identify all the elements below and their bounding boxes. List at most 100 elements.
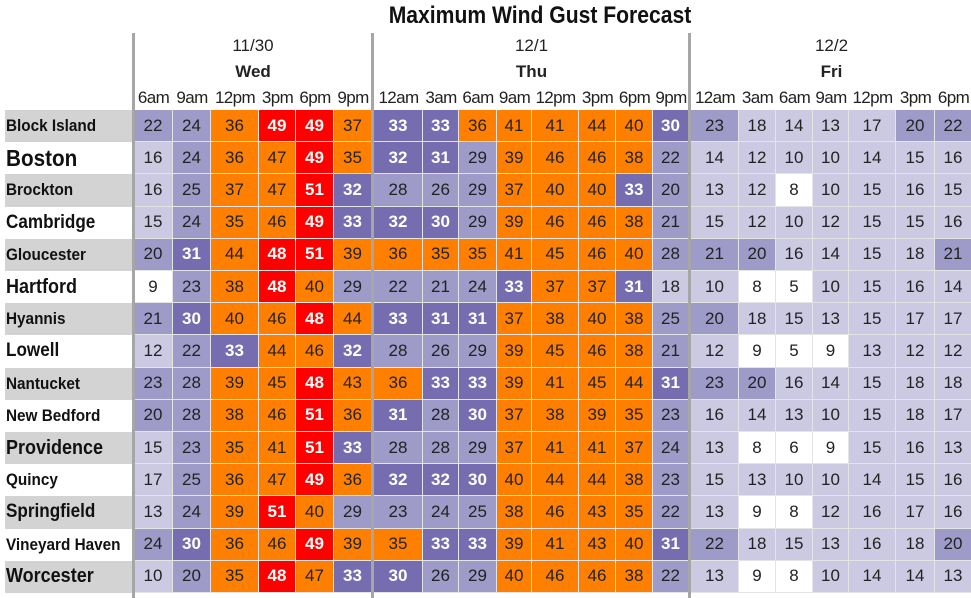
heatmap-cell: 43 (579, 528, 616, 561)
heatmap-cell: 16 (896, 432, 935, 465)
heatmap-cell: 18 (896, 367, 935, 400)
location-name: Boston (6, 144, 78, 171)
heatmap-cell: 46 (532, 560, 579, 593)
time-label: 12pm (852, 88, 893, 107)
heatmap-cell: 5 (776, 271, 813, 304)
heatmap-cell: 17 (935, 303, 971, 336)
heatmap-cell: 35 (211, 560, 259, 593)
heatmap-cell: 10 (813, 174, 849, 207)
heatmap-cell: 47 (296, 560, 334, 593)
heatmap-cell: 14 (935, 271, 971, 304)
heatmap-cell: 36 (211, 110, 259, 143)
location-name: New Bedford (6, 405, 101, 425)
heatmap-cell: 46 (259, 303, 296, 336)
heatmap-cell: 40 (616, 110, 653, 143)
time-label: 6pm (618, 88, 651, 107)
heatmap-cell: 16 (896, 271, 935, 304)
heatmap-cell: 12 (813, 206, 849, 239)
heatmap-cell: 40 (211, 303, 259, 336)
heatmap-cell: 46 (259, 399, 296, 432)
location-name: Cambridge (6, 211, 96, 233)
heatmap-cell: 44 (211, 238, 259, 271)
heatmap-cell: 47 (259, 142, 296, 175)
heatmap-cell: 16 (134, 142, 173, 175)
heatmap-cell: 44 (616, 367, 653, 400)
heatmap-cell: 51 (296, 174, 334, 207)
day-separator (371, 33, 374, 598)
heatmap-cell: 9 (739, 496, 776, 529)
heatmap-cell: 25 (173, 464, 211, 497)
heatmap-cell: 30 (423, 206, 459, 239)
heatmap-cell: 39 (497, 142, 532, 175)
heatmap-cell: 37 (579, 271, 616, 304)
heatmap-cell: 13 (691, 496, 739, 529)
heatmap-cell: 13 (691, 174, 739, 207)
heatmap-cell: 38 (616, 335, 653, 368)
heatmap-cell: 48 (259, 238, 296, 271)
heatmap-cell: 37 (211, 174, 259, 207)
heatmap-cell: 32 (374, 142, 423, 175)
heatmap-cell: 16 (849, 496, 896, 529)
heatmap-cell: 12 (739, 206, 776, 239)
time-label: 6am (137, 88, 170, 107)
heatmap-cell: 45 (259, 367, 296, 400)
heatmap-cell: 38 (211, 399, 259, 432)
row-label: Nantucket (5, 367, 133, 400)
heatmap-cell: 13 (691, 560, 739, 593)
heatmap-cell: 29 (459, 174, 497, 207)
heatmap-cell: 39 (497, 206, 532, 239)
heatmap-cell: 28 (423, 432, 459, 465)
heatmap-cell: 31 (423, 303, 459, 336)
heatmap-cell: 22 (653, 142, 689, 175)
heatmap-cell: 44 (579, 464, 616, 497)
heatmap-cell: 18 (896, 399, 935, 432)
heatmap-cell: 15 (849, 399, 896, 432)
heatmap-cell: 14 (896, 560, 935, 593)
heatmap-cell: 30 (653, 110, 689, 143)
heatmap-cell: 31 (616, 271, 653, 304)
heatmap-cell: 26 (423, 560, 459, 593)
heatmap-cell: 39 (497, 367, 532, 400)
heatmap-cell: 13 (935, 432, 971, 465)
heatmap-cell: 51 (259, 496, 296, 529)
heatmap-cell: 13 (849, 335, 896, 368)
heatmap-cell: 31 (374, 399, 423, 432)
heatmap-cell: 20 (896, 110, 935, 143)
heatmap-cell: 51 (296, 432, 334, 465)
heatmap-cell: 8 (776, 560, 813, 593)
time-label: 3am (425, 88, 457, 107)
location-name: Lowell (6, 340, 60, 362)
row-label: Worcester (5, 560, 133, 593)
heatmap-cell: 13 (739, 464, 776, 497)
heatmap-cell: 21 (653, 335, 689, 368)
heatmap-cell: 10 (813, 560, 849, 593)
heatmap-cell: 13 (813, 110, 849, 143)
heatmap-cell: 38 (616, 560, 653, 593)
heatmap-cell: 16 (776, 238, 813, 271)
heatmap-cell: 33 (334, 206, 372, 239)
heatmap-cell: 12 (896, 335, 935, 368)
time-label: 3pm (261, 88, 294, 107)
heatmap-cell: 13 (813, 528, 849, 561)
heatmap-cell: 51 (296, 399, 334, 432)
heatmap-cell: 28 (374, 432, 423, 465)
heatmap-cell: 9 (739, 560, 776, 593)
heatmap-cell: 35 (616, 496, 653, 529)
heatmap-cell: 28 (374, 174, 423, 207)
heatmap-cell: 15 (691, 464, 739, 497)
heatmap-cell: 10 (813, 271, 849, 304)
heatmap-cell: 8 (739, 432, 776, 465)
heatmap-cell: 40 (497, 464, 532, 497)
heatmap-cell: 46 (532, 206, 579, 239)
heatmap-cell: 48 (296, 303, 334, 336)
heatmap-cell: 33 (211, 335, 259, 368)
time-label: 9am (815, 88, 847, 107)
heatmap-cell: 38 (532, 303, 579, 336)
row-label: Lowell (5, 335, 133, 368)
heatmap-cell: 29 (459, 432, 497, 465)
heatmap-cell: 12 (739, 142, 776, 175)
heatmap-cell: 40 (579, 303, 616, 336)
heatmap-cell: 36 (211, 142, 259, 175)
row-label: Brockton (5, 174, 133, 207)
heatmap-cell: 47 (259, 464, 296, 497)
